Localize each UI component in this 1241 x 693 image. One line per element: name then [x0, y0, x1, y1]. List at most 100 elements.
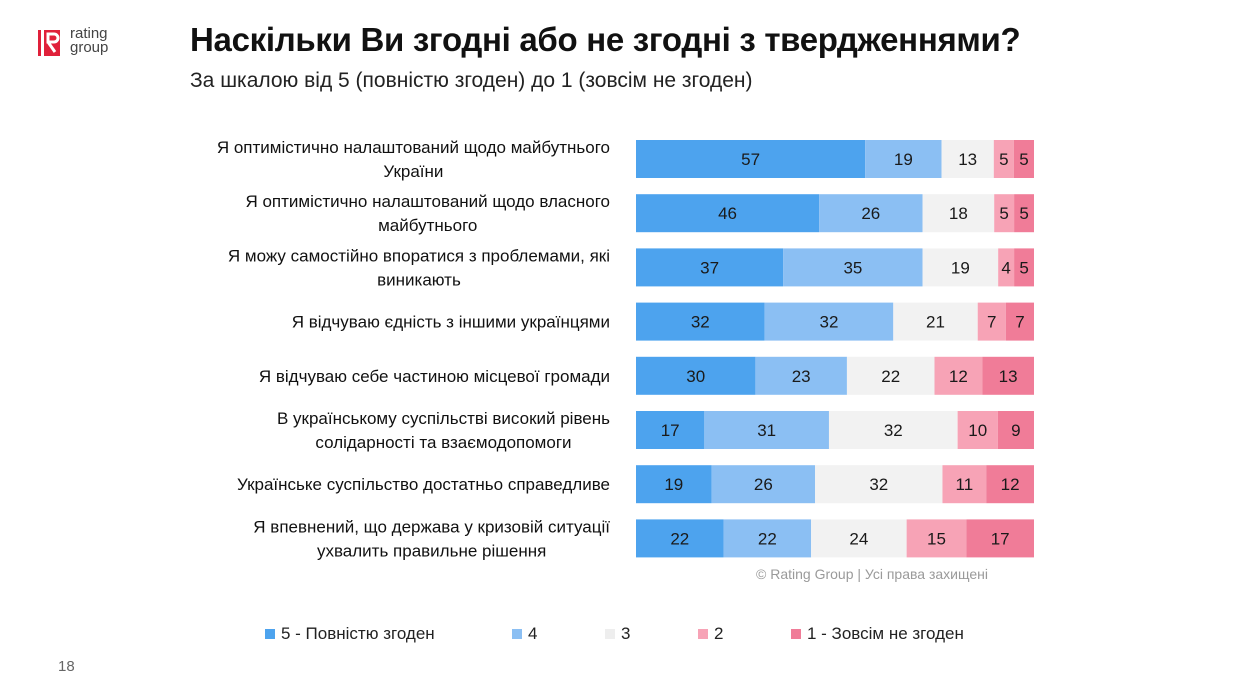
legend-swatch — [605, 629, 615, 639]
copyright-notice: © Rating Group | Усі права захищені — [756, 566, 988, 582]
legend-swatch — [698, 629, 708, 639]
data-label: 19 — [894, 150, 913, 169]
rating-group-logo: rating group — [38, 26, 128, 59]
category-label: Я відчуваю єдність з іншими українцями — [292, 313, 610, 332]
data-label: 9 — [1011, 421, 1020, 440]
bar-segment — [986, 465, 1034, 504]
data-label: 26 — [861, 204, 880, 223]
bar-segment — [922, 194, 995, 233]
bar-segment — [941, 140, 994, 178]
bar-segment — [828, 411, 958, 449]
bar-segment — [977, 302, 1006, 341]
page-number: 18 — [58, 658, 75, 675]
bar-segment — [1014, 248, 1034, 287]
bar-segment — [942, 465, 987, 504]
chart-legend: 5 - Повністю згоден 4 3 2 1 - Зовсім не згод… — [0, 624, 1241, 650]
data-label: 24 — [849, 529, 868, 548]
data-label: 17 — [991, 529, 1010, 548]
bar-segment — [811, 519, 907, 558]
data-label: 32 — [691, 313, 710, 332]
data-label: 12 — [1001, 475, 1020, 494]
legend-label: 5 - Повністю згоден — [281, 624, 435, 643]
data-label: 32 — [884, 421, 903, 440]
bar-segment — [636, 140, 866, 178]
data-label: 35 — [843, 258, 862, 277]
bar-segment — [1013, 140, 1034, 178]
data-label: 32 — [820, 313, 839, 332]
data-label: 5 — [1019, 258, 1028, 277]
bar-segment — [704, 411, 829, 449]
data-label: 22 — [670, 529, 689, 548]
category-label: В українському суспільстві високий рівен… — [277, 409, 610, 452]
data-label: 10 — [968, 421, 987, 440]
data-label: 57 — [741, 150, 760, 169]
data-label: 19 — [664, 475, 683, 494]
bar-segment — [764, 302, 894, 341]
data-label: 32 — [869, 475, 888, 494]
bar-segment — [711, 465, 816, 504]
data-label: 19 — [951, 258, 970, 277]
category-label: Українське суспільство достатньо справед… — [237, 475, 610, 494]
data-label: 12 — [949, 367, 968, 386]
data-label: 17 — [661, 421, 680, 440]
bar-segment — [865, 140, 942, 178]
data-label: 31 — [757, 421, 776, 440]
rating-group-logo-mark — [38, 30, 60, 56]
bar-segment — [922, 248, 999, 287]
data-label: 4 — [1001, 258, 1010, 277]
category-label: Я впевнений, що держава у кризовій ситуа… — [253, 517, 610, 560]
bar-segment — [997, 411, 1034, 449]
bar-segment — [755, 356, 847, 395]
logo-wordmark: rating group — [70, 26, 108, 55]
category-label: Я відчуваю себе частиною місцевої громад… — [259, 367, 610, 386]
data-label: 26 — [754, 475, 773, 494]
category-label: Я оптимістично налаштований щодо власног… — [245, 192, 610, 235]
legend-swatch — [265, 629, 275, 639]
bar-segment — [636, 248, 784, 287]
data-label: 5 — [999, 204, 1008, 223]
data-label: 13 — [999, 367, 1018, 386]
bar-segment — [966, 519, 1034, 558]
chart-title: Наскільки Ви згодні або не згодні з твер… — [190, 21, 1021, 58]
bar-segment — [815, 465, 943, 504]
legend-item: 2 — [698, 624, 723, 644]
bar-segment — [1014, 194, 1034, 233]
data-label: 5 — [1019, 204, 1028, 223]
data-label: 30 — [686, 367, 705, 386]
data-label: 22 — [758, 529, 777, 548]
chart-subtitle: За шкалою від 5 (повністю згоден) до 1 (… — [190, 69, 753, 92]
data-label: 18 — [949, 204, 968, 223]
bar-segment — [819, 194, 923, 233]
data-label: 46 — [718, 204, 737, 223]
bar-segment — [636, 302, 765, 341]
data-label: 15 — [927, 529, 946, 548]
category-label: Я оптимістично налаштований щодо майбутн… — [217, 138, 610, 181]
bar-segment — [636, 519, 724, 558]
bar-segment — [957, 411, 998, 449]
bar-segment — [934, 356, 983, 395]
data-label: 37 — [700, 258, 719, 277]
bar-segment — [994, 194, 1015, 233]
data-label: 5 — [1019, 150, 1028, 169]
data-label: 11 — [956, 475, 974, 494]
bar-segment — [993, 140, 1014, 178]
legend-label: 1 - Зовсім не згоден — [807, 624, 964, 643]
legend-label: 4 — [528, 624, 538, 643]
bar-segment — [723, 519, 812, 558]
data-label: 23 — [792, 367, 811, 386]
bar-segment — [636, 411, 705, 449]
bar-segment — [783, 248, 923, 287]
data-label: 13 — [958, 150, 977, 169]
legend-item: 4 — [512, 624, 537, 644]
legend-label: 3 — [621, 624, 631, 643]
data-label: 7 — [1015, 313, 1024, 332]
legend-swatch — [512, 629, 522, 639]
bar-segment — [998, 248, 1015, 287]
legend-swatch — [791, 629, 801, 639]
data-label: 5 — [999, 150, 1008, 169]
bar-segment — [636, 356, 756, 395]
data-label: 21 — [926, 313, 945, 332]
bar-segment — [846, 356, 935, 395]
legend-item: 5 - Повністю згоден — [265, 624, 435, 644]
